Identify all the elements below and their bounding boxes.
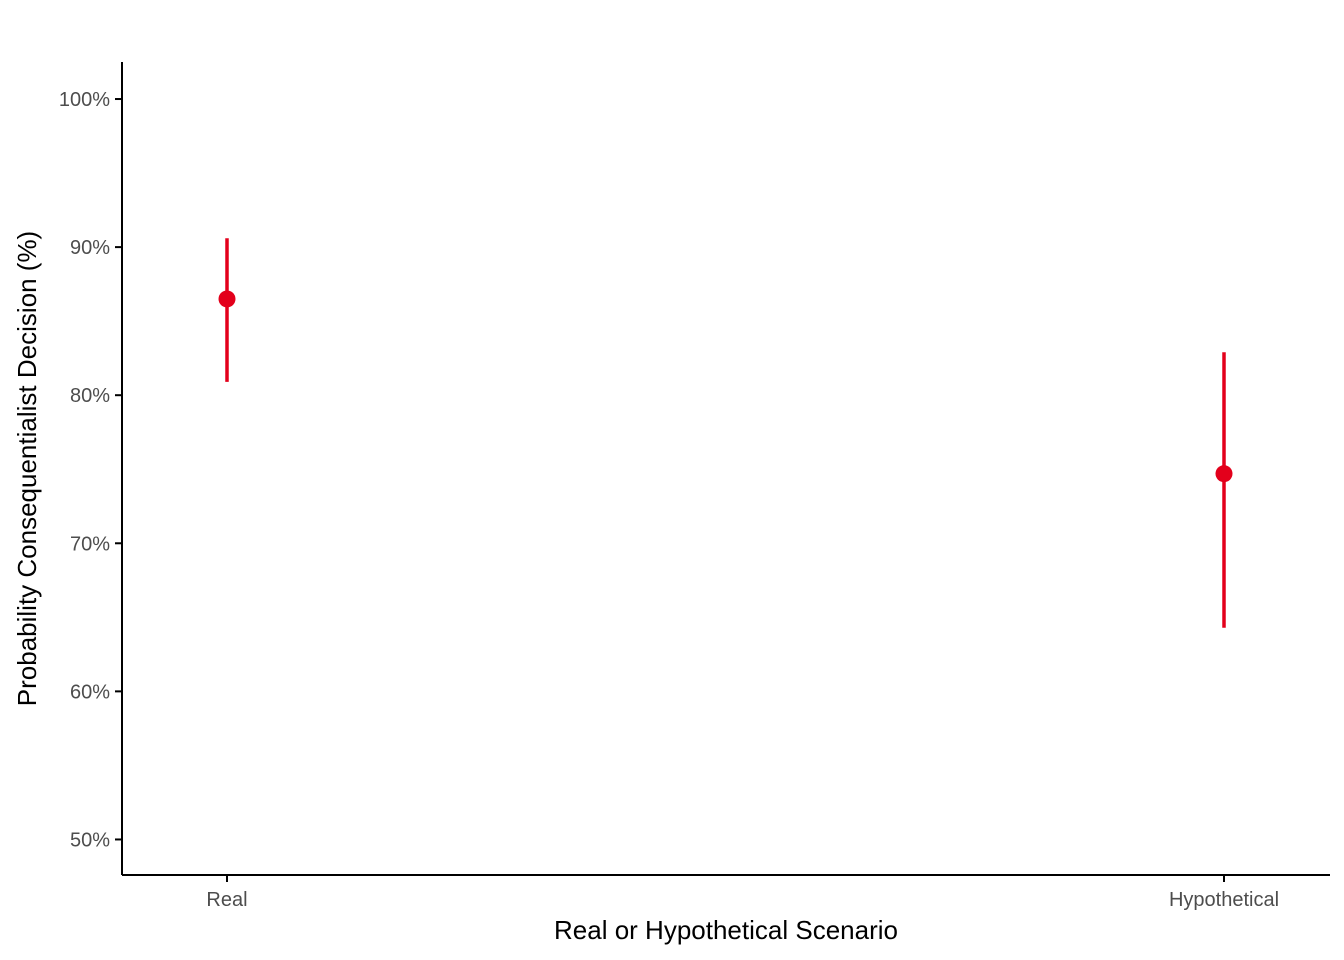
y-tick-label: 50%: [70, 829, 110, 851]
y-tick-label: 60%: [70, 681, 110, 703]
x-axis-ticks: Real Hypothetical: [206, 875, 1279, 911]
data-point: [1215, 465, 1233, 483]
data-point: [218, 290, 236, 308]
y-tick-label: 90%: [70, 237, 110, 259]
y-tick-label: 100%: [59, 89, 110, 111]
chart-axes: [121, 62, 1330, 876]
chart-marks: [218, 238, 1233, 628]
y-axis-title: Probability Consequentialist Decision (%…: [12, 231, 42, 706]
y-tick-label: 70%: [70, 533, 110, 555]
y-axis-ticks: 50% 60% 70% 80% 90% 100%: [59, 89, 122, 851]
x-tick-label: Real: [206, 889, 247, 911]
y-tick-label: 80%: [70, 385, 110, 407]
x-axis-title: Real or Hypothetical Scenario: [554, 915, 898, 945]
x-tick-label: Hypothetical: [1169, 889, 1279, 911]
